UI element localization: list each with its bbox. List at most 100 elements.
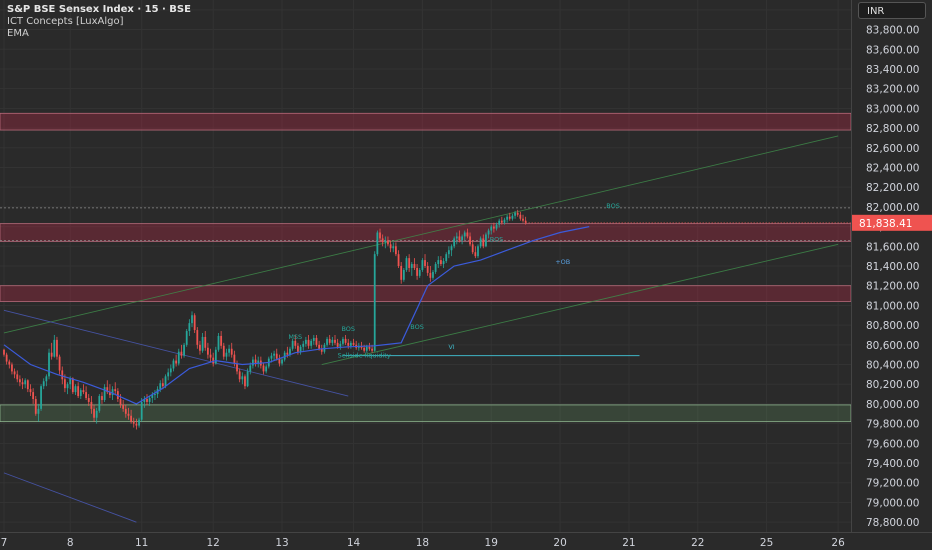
candle-body[interactable] — [244, 376, 246, 387]
candle-body[interactable] — [270, 355, 273, 359]
candle-body[interactable] — [146, 399, 148, 402]
candle-body[interactable] — [371, 348, 373, 351]
candle-body[interactable] — [48, 352, 50, 377]
candle-body[interactable] — [172, 360, 175, 369]
candle-body[interactable] — [66, 384, 69, 389]
candle-body[interactable] — [265, 366, 268, 372]
candle-body[interactable] — [304, 339, 307, 344]
candle-body[interactable] — [45, 376, 48, 382]
candle-body[interactable] — [193, 315, 196, 331]
candle-body[interactable] — [180, 351, 183, 356]
candle-body[interactable] — [124, 408, 127, 414]
candle-body[interactable] — [119, 399, 122, 405]
candle-body[interactable] — [426, 266, 429, 273]
candle-body[interactable] — [26, 380, 29, 390]
candle-body[interactable] — [416, 267, 418, 276]
candle-body[interactable] — [3, 349, 5, 355]
candle-body[interactable] — [363, 347, 366, 351]
candle-body[interactable] — [127, 413, 130, 416]
candle-body[interactable] — [294, 340, 297, 346]
candle-body[interactable] — [522, 218, 524, 221]
candle-body[interactable] — [262, 365, 265, 372]
candle-body[interactable] — [69, 378, 72, 385]
candle-body[interactable] — [148, 398, 151, 402]
candle-body[interactable] — [278, 358, 281, 364]
candle-body[interactable] — [376, 232, 379, 255]
candle-body[interactable] — [177, 351, 180, 364]
candle-body[interactable] — [440, 260, 442, 265]
candle-body[interactable] — [519, 214, 522, 219]
candle-body[interactable] — [21, 382, 24, 385]
candle-body[interactable] — [220, 335, 223, 346]
candle-body[interactable] — [429, 272, 432, 278]
candle-body[interactable] — [82, 390, 85, 393]
candle-body[interactable] — [106, 387, 109, 393]
candle-body[interactable] — [477, 246, 479, 257]
candle-body[interactable] — [175, 360, 178, 364]
candle-body[interactable] — [40, 386, 42, 409]
candle-body[interactable] — [389, 244, 392, 249]
trendline[interactable] — [3, 309, 349, 397]
trendline[interactable] — [3, 135, 839, 334]
candle-body[interactable] — [132, 421, 135, 424]
candle-body[interactable] — [13, 371, 16, 375]
candle-body[interactable] — [37, 408, 40, 414]
candle-body[interactable] — [318, 344, 321, 349]
candle-body[interactable] — [286, 352, 289, 355]
candle-body[interactable] — [408, 258, 411, 268]
candle-body[interactable] — [381, 238, 384, 243]
candle-body[interactable] — [334, 339, 336, 343]
candle-body[interactable] — [418, 269, 421, 276]
candle-body[interactable] — [342, 338, 344, 344]
candle-body[interactable] — [188, 323, 191, 332]
candle-body[interactable] — [130, 415, 133, 422]
candle-body[interactable] — [524, 220, 527, 223]
candle-body[interactable] — [461, 236, 464, 241]
candle-body[interactable] — [458, 236, 461, 241]
candle-body[interactable] — [344, 338, 347, 343]
candle-body[interactable] — [273, 353, 275, 356]
candle-body[interactable] — [424, 260, 426, 266]
trendline[interactable] — [3, 472, 137, 523]
candle-body[interactable] — [442, 261, 445, 265]
candle-body[interactable] — [77, 386, 80, 397]
candle-body[interactable] — [349, 342, 352, 346]
candle-body[interactable] — [58, 356, 61, 371]
candle-body[interactable] — [373, 254, 376, 351]
candle-body[interactable] — [61, 370, 64, 380]
candle-body[interactable] — [365, 346, 368, 351]
candle-body[interactable] — [498, 220, 501, 225]
candle-body[interactable] — [339, 343, 342, 347]
candle-body[interactable] — [159, 383, 162, 390]
candle-body[interactable] — [463, 232, 466, 237]
candle-body[interactable] — [236, 363, 238, 372]
candle-body[interactable] — [487, 230, 490, 235]
candle-body[interactable] — [199, 344, 201, 351]
candle-body[interactable] — [93, 408, 95, 418]
candle-body[interactable] — [297, 345, 299, 352]
candle-body[interactable] — [111, 389, 114, 396]
candle-body[interactable] — [397, 254, 400, 266]
candle-body[interactable] — [201, 336, 204, 351]
candle-body[interactable] — [352, 342, 355, 345]
candle-body[interactable] — [395, 246, 397, 255]
candle-body[interactable] — [122, 404, 125, 409]
candle-body[interactable] — [56, 339, 58, 357]
candle-body[interactable] — [101, 396, 103, 400]
candle-body[interactable] — [98, 396, 101, 411]
candle-body[interactable] — [196, 330, 199, 345]
candle-body[interactable] — [90, 401, 93, 409]
candle-body[interactable] — [275, 353, 278, 359]
candle-body[interactable] — [400, 266, 403, 280]
candle-body[interactable] — [42, 381, 45, 387]
candle-body[interactable] — [387, 240, 389, 245]
candle-body[interactable] — [485, 234, 487, 247]
candle-body[interactable] — [151, 395, 154, 399]
candle-body[interactable] — [508, 216, 511, 219]
candle-body[interactable] — [500, 220, 503, 223]
candle-body[interactable] — [185, 331, 188, 345]
candle-body[interactable] — [140, 401, 143, 420]
candle-body[interactable] — [204, 336, 207, 348]
candle-body[interactable] — [455, 236, 458, 239]
